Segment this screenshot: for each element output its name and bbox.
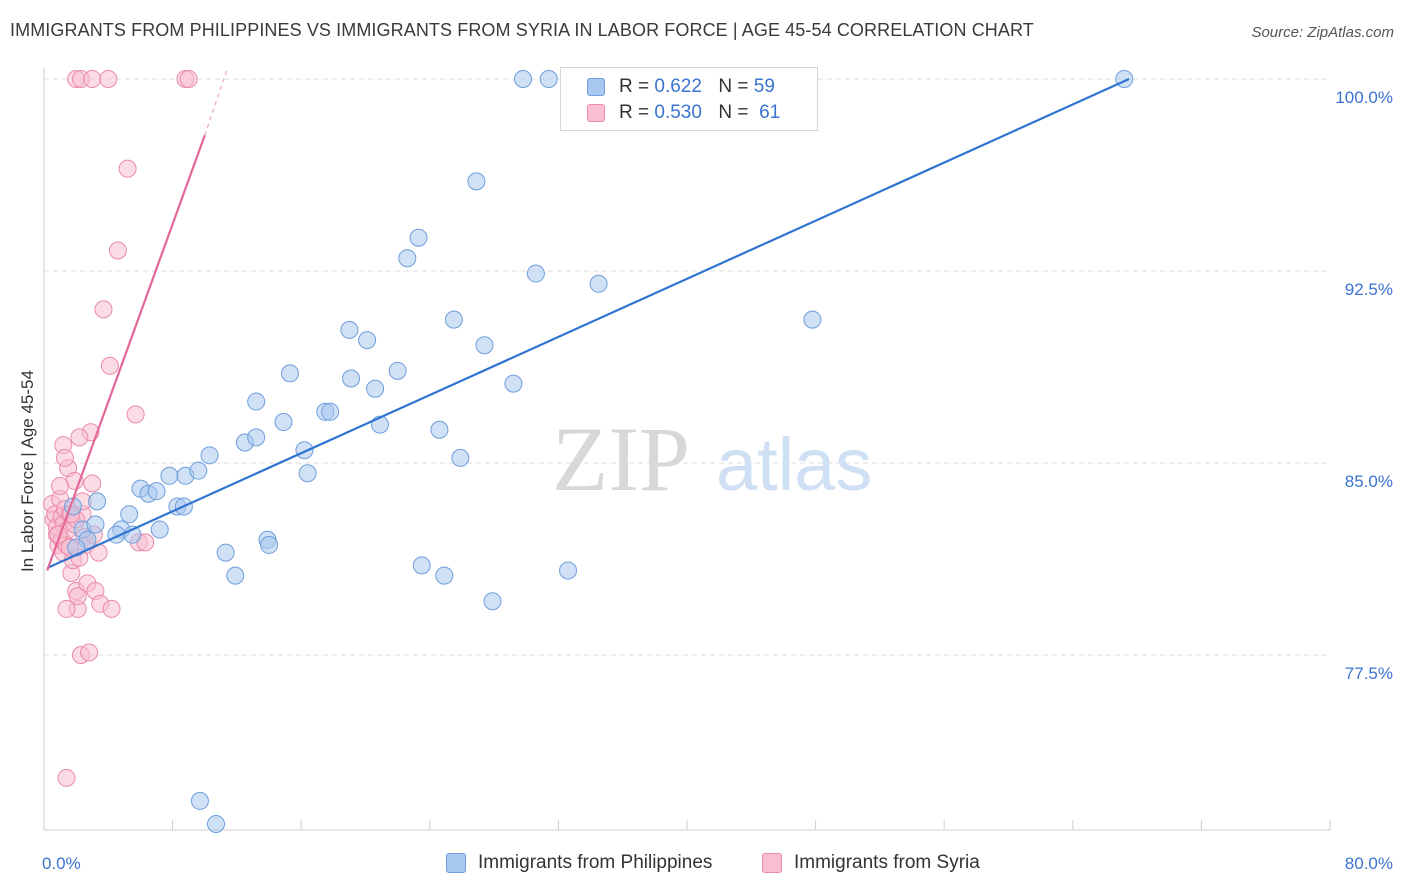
trend-line-syria <box>46 134 206 571</box>
point-philippines <box>216 543 235 562</box>
x-tick-label: 0.0% <box>42 854 81 873</box>
legend-swatch-philippines <box>587 78 605 96</box>
point-philippines <box>190 791 209 810</box>
legend-label-syria: Immigrants from Syria <box>794 852 980 873</box>
point-syria <box>51 477 70 496</box>
point-syria <box>68 587 87 606</box>
legend-swatch-syria <box>762 853 782 873</box>
point-philippines <box>526 264 545 283</box>
point-syria <box>118 159 137 178</box>
axes <box>43 68 1331 831</box>
point-syria <box>108 241 127 260</box>
point-philippines <box>342 369 361 388</box>
legend-item-syria[interactable]: Immigrants from Syria <box>762 852 980 874</box>
point-syria <box>57 599 76 618</box>
legend-r-label: R = <box>619 102 650 123</box>
point-philippines <box>483 592 502 611</box>
point-syria <box>94 300 113 319</box>
point-philippines <box>67 538 86 557</box>
point-philippines <box>475 336 494 355</box>
point-philippines <box>260 535 279 554</box>
y-tick-label: 92.5% <box>1345 280 1393 299</box>
y-tick-label: 77.5% <box>1345 664 1393 683</box>
point-syria <box>179 70 198 88</box>
point-philippines <box>321 402 340 421</box>
y-tick-label: 85.0% <box>1345 472 1393 491</box>
x-tick-label: 80.0% <box>1345 854 1393 873</box>
legend-swatch-philippines <box>446 853 466 873</box>
point-philippines <box>451 448 470 467</box>
point-philippines <box>358 331 377 350</box>
point-philippines <box>412 556 431 575</box>
legend-label-philippines: Immigrants from Philippines <box>478 852 713 873</box>
point-philippines <box>207 814 226 833</box>
point-syria <box>57 768 76 787</box>
point-philippines <box>86 515 105 534</box>
point-philippines <box>247 428 266 447</box>
point-philippines <box>147 482 166 501</box>
point-philippines <box>189 461 208 480</box>
point-philippines <box>88 492 107 511</box>
point-syria <box>126 405 145 424</box>
point-philippines <box>589 274 608 293</box>
series-legend: Immigrants from Philippines Immigrants f… <box>0 852 1406 878</box>
point-philippines <box>559 561 578 580</box>
trend-lines <box>46 68 1130 571</box>
point-philippines <box>467 172 486 191</box>
trend-line-philippines <box>46 77 1130 569</box>
legend-r-label: R = <box>619 76 650 97</box>
point-philippines <box>160 466 179 485</box>
point-philippines <box>444 310 463 329</box>
point-philippines <box>150 520 169 539</box>
point-philippines <box>388 361 407 380</box>
watermark-zip: ZIP <box>552 408 690 510</box>
legend-n-value-philippines: 59 <box>753 76 775 97</box>
legend-r-value-syria: 0.530 <box>654 102 702 123</box>
point-philippines <box>398 249 417 268</box>
point-philippines <box>200 446 219 465</box>
point-syria <box>70 428 89 447</box>
point-syria <box>80 643 99 662</box>
y-tick-label: 100.0% <box>1335 88 1393 107</box>
point-philippines <box>340 320 359 339</box>
point-philippines <box>298 464 317 483</box>
point-philippines <box>435 566 454 585</box>
point-philippines <box>120 505 139 524</box>
point-syria <box>102 599 121 618</box>
source-credit: Source: ZipAtlas.com <box>1251 24 1394 41</box>
data-points <box>43 70 1134 833</box>
watermark: ZIP atlas <box>552 408 872 510</box>
point-philippines <box>226 566 245 585</box>
legend-item-philippines[interactable]: Immigrants from Philippines <box>446 852 712 874</box>
point-philippines <box>803 310 822 329</box>
legend-swatch-syria <box>587 104 605 122</box>
watermark-atlas: atlas <box>716 423 872 506</box>
legend-n-value-syria: 61 <box>759 102 781 123</box>
point-philippines <box>430 420 449 439</box>
point-syria <box>83 70 102 88</box>
point-syria <box>100 356 119 375</box>
trend-line-extension-syria <box>204 68 228 136</box>
legend-r-value-philippines: 0.622 <box>654 76 702 97</box>
legend-n-label: N = <box>718 102 749 123</box>
point-syria <box>99 70 118 88</box>
chart-title: IMMIGRANTS FROM PHILIPPINES VS IMMIGRANT… <box>10 20 1034 40</box>
legend-row-syria: R = 0.530 N = 61 <box>587 101 780 125</box>
point-philippines <box>409 228 428 247</box>
point-philippines <box>247 392 266 411</box>
correlation-legend: R = 0.622 N = 59 R = 0.530 N = 61 <box>560 67 818 131</box>
point-philippines <box>539 70 558 88</box>
legend-row-philippines: R = 0.622 N = 59 <box>587 75 775 99</box>
point-philippines <box>514 70 533 88</box>
legend-n-label: N = <box>718 76 749 97</box>
point-syria <box>83 474 102 493</box>
point-syria <box>55 448 74 467</box>
tick-labels: 77.5% 85.0% 92.5% 100.0% 0.0% 80.0% <box>42 88 1393 873</box>
y-axis-label: In Labor Force | Age 45-54 <box>18 370 37 572</box>
point-philippines <box>280 364 299 383</box>
point-philippines <box>504 374 523 393</box>
point-philippines <box>274 413 293 432</box>
point-philippines <box>366 379 385 398</box>
